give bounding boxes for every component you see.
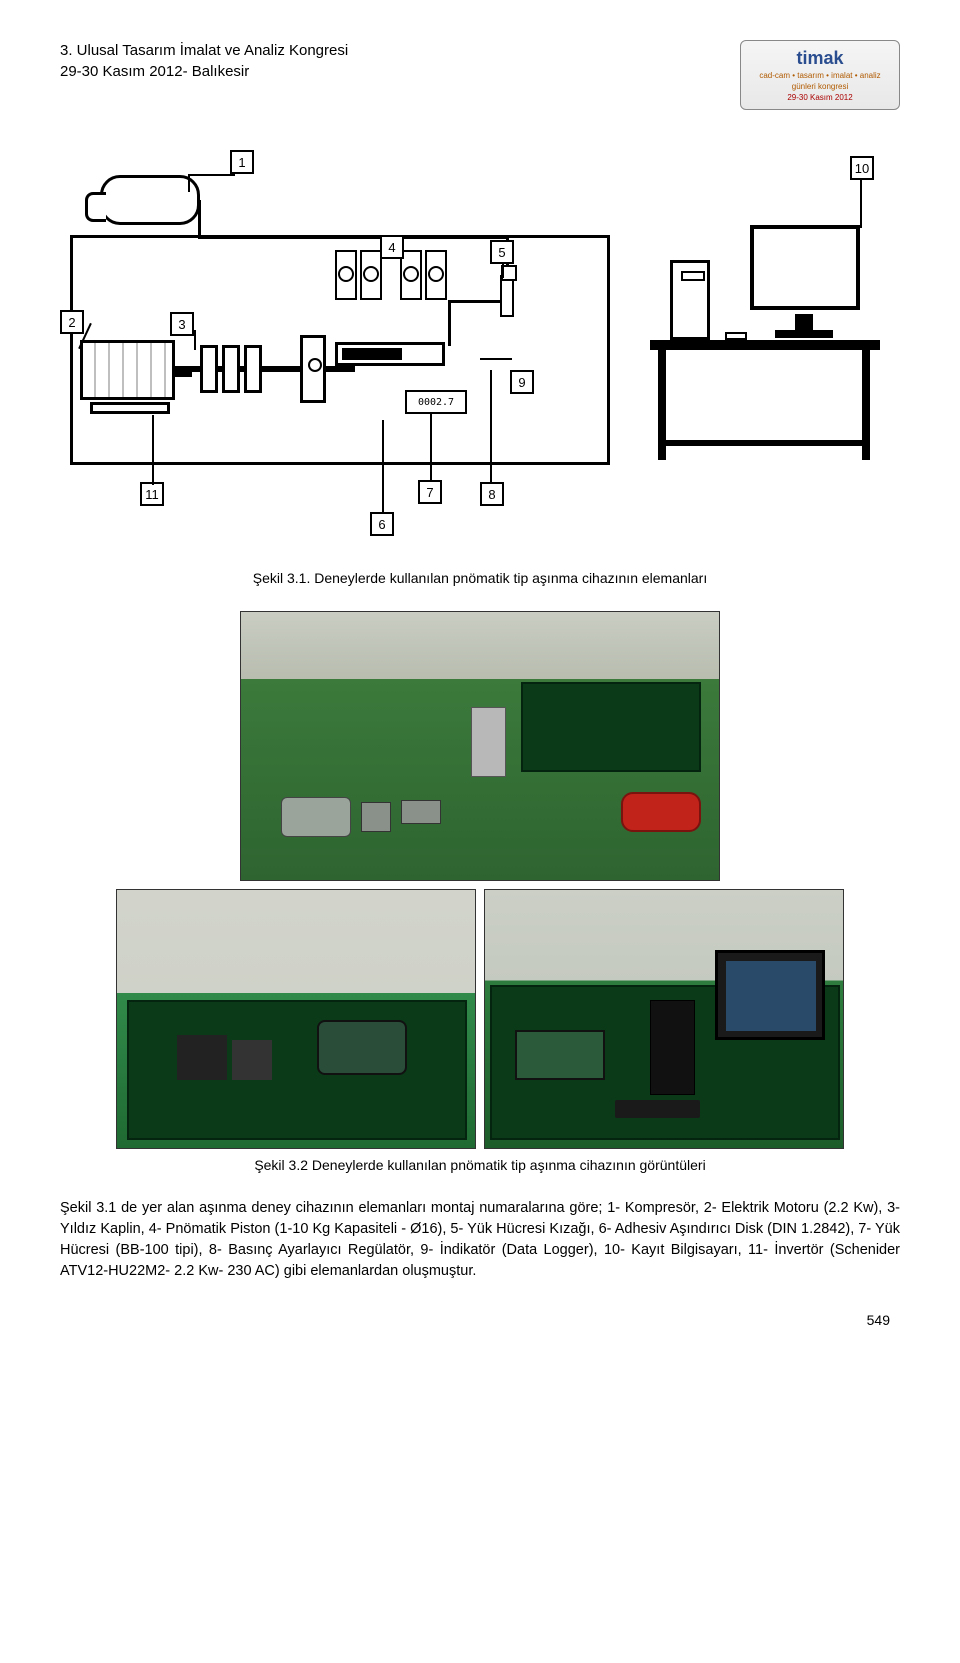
photo-pc-tower — [650, 1000, 695, 1095]
callout-2: 2 — [60, 310, 84, 334]
piston-rod — [342, 348, 402, 360]
photo-monitor — [715, 950, 825, 1040]
photo-green-table — [521, 682, 701, 772]
coupling — [200, 345, 218, 393]
mount-bolt — [403, 266, 419, 282]
hose-segment — [448, 300, 508, 303]
motor-foot — [90, 402, 170, 414]
logo-sub: cad-cam • tasarım • imalat • analiz — [759, 71, 880, 80]
callout-4: 4 — [380, 235, 404, 259]
leader-line — [480, 358, 512, 360]
indicator-display: 0002.7 — [405, 390, 467, 414]
leader-line — [502, 264, 504, 278]
callout-3: 3 — [170, 312, 194, 336]
leader-line — [490, 370, 492, 484]
header-line-1: 3. Ulusal Tasarım İmalat ve Analiz Kongr… — [60, 40, 348, 61]
computer-desk-top — [650, 340, 880, 350]
hose-segment — [448, 300, 451, 346]
figure-3-1-caption: Şekil 3.1. Deneylerde kullanılan pnömati… — [60, 570, 900, 586]
lab-photo-main — [240, 611, 720, 881]
schematic-diagram: 0002.7 1 2 3 4 5 6 7 8 9 10 11 — [60, 140, 900, 560]
pressure-regulator — [500, 275, 514, 317]
photo-clamp — [232, 1040, 272, 1080]
leader-line — [382, 420, 384, 514]
leader-line — [190, 174, 235, 176]
lab-photo-rig — [116, 889, 476, 1149]
coupling — [222, 345, 240, 393]
compressor — [100, 175, 200, 225]
logo-sub2: günleri kongresi — [792, 82, 848, 91]
disk-holder — [300, 335, 326, 403]
photo-pc-tower — [471, 707, 506, 777]
logo-title: timak — [796, 48, 843, 69]
leader-line — [430, 412, 432, 482]
lab-photo-computer — [484, 889, 844, 1149]
mount-bolt — [338, 266, 354, 282]
callout-11: 11 — [140, 482, 164, 506]
mount-bolt — [428, 266, 444, 282]
callout-1: 1 — [230, 150, 254, 174]
photo-keyboard — [615, 1100, 700, 1118]
page-header: 3. Ulusal Tasarım İmalat ve Analiz Kongr… — [60, 40, 348, 82]
photo-motor — [281, 797, 351, 837]
mount-bolt — [363, 266, 379, 282]
body-paragraph: Şekil 3.1 de yer alan aşınma deney cihaz… — [60, 1198, 900, 1282]
monitor — [750, 225, 860, 310]
header-line-2: 29-30 Kasım 2012- Balıkesir — [60, 61, 348, 82]
pc-tower — [670, 260, 710, 340]
photo-clamp — [177, 1035, 227, 1080]
callout-8: 8 — [480, 482, 504, 506]
logo-date: 29-30 Kasım 2012 — [787, 93, 852, 102]
conference-logo: timak cad-cam • tasarım • imalat • anali… — [740, 40, 900, 110]
photo-part — [361, 802, 391, 832]
photo-device — [515, 1030, 605, 1080]
page-number: 549 — [60, 1312, 900, 1328]
keyboard — [725, 332, 747, 340]
monitor-base — [775, 330, 833, 338]
leader-line — [194, 330, 196, 350]
leader-line — [152, 415, 154, 485]
leader-line — [860, 180, 862, 228]
callout-10: 10 — [850, 156, 874, 180]
electric-motor — [80, 340, 175, 400]
hose-segment — [198, 200, 201, 238]
coupling — [244, 345, 262, 393]
callout-7: 7 — [418, 480, 442, 504]
photo-motor — [317, 1020, 407, 1075]
figure-3-2-caption: Şekil 3.2 Deneylerde kullanılan pnömatik… — [60, 1157, 900, 1173]
photo-compressor — [621, 792, 701, 832]
callout-6: 6 — [370, 512, 394, 536]
callout-9: 9 — [510, 370, 534, 394]
callout-5: 5 — [490, 240, 514, 264]
hose-segment — [198, 236, 508, 239]
photo-part — [401, 800, 441, 824]
desk-beam — [658, 440, 870, 446]
leader-line — [188, 174, 190, 192]
